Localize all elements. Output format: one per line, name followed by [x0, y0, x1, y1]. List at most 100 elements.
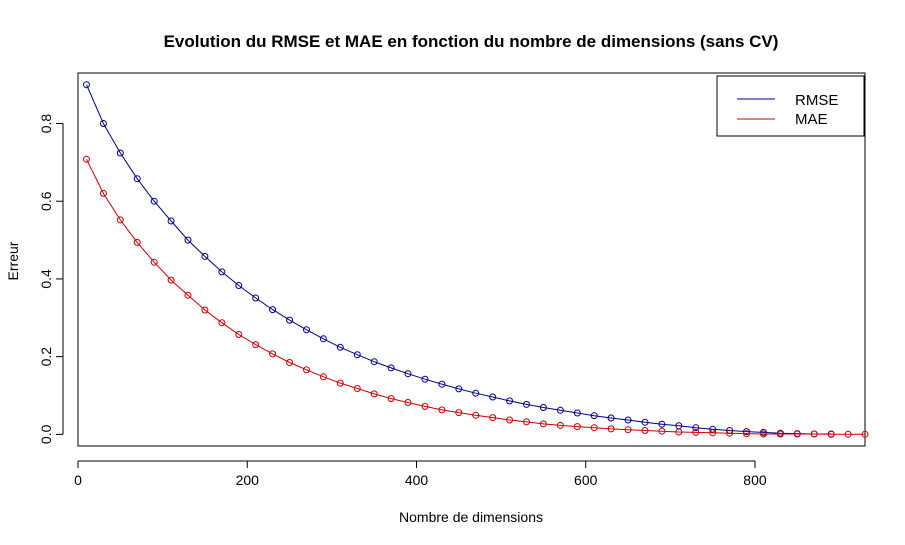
- data-point-rmse: [269, 306, 277, 314]
- data-point-rmse: [455, 385, 463, 393]
- data-point-mae: [438, 406, 446, 414]
- data-point-mae: [506, 416, 514, 424]
- x-tick-label: 200: [236, 472, 260, 488]
- data-point-mae: [286, 359, 294, 366]
- data-point-rmse: [641, 418, 649, 426]
- data-point-mae: [861, 430, 869, 438]
- data-point-mae: [793, 430, 801, 438]
- legend-label-rmse: RMSE: [795, 92, 838, 109]
- data-point-mae: [252, 341, 260, 349]
- data-point-mae: [116, 216, 124, 224]
- data-point-mae: [235, 331, 243, 338]
- data-point-rmse: [201, 252, 209, 260]
- y-tick-label: 0.4: [38, 269, 54, 289]
- x-axis: 0 200 400 600 800: [74, 460, 767, 488]
- data-point-mae: [303, 366, 310, 374]
- data-point-mae: [726, 429, 734, 437]
- data-point-rmse: [506, 397, 514, 405]
- series-line-mae: [86, 159, 865, 435]
- data-point-rmse: [472, 389, 480, 397]
- x-tick-label: 0: [74, 472, 82, 488]
- data-point-mae: [573, 423, 581, 431]
- data-point-mae: [709, 429, 717, 437]
- data-point-rmse: [658, 420, 666, 428]
- data-point-mae: [421, 402, 429, 410]
- y-tick-label: 0.6: [38, 191, 54, 211]
- data-point-mae: [184, 291, 192, 299]
- y-axis-label: Erreur: [5, 241, 21, 280]
- data-point-mae: [353, 385, 361, 392]
- data-point-rmse: [336, 343, 344, 351]
- data-point-mae: [472, 411, 480, 419]
- data-point-mae: [658, 427, 666, 435]
- data-point-rmse: [133, 175, 141, 183]
- data-point-mae: [844, 430, 852, 438]
- data-point-rmse: [150, 197, 158, 205]
- data-point-mae: [319, 373, 327, 381]
- data-point-mae: [590, 424, 598, 432]
- data-point-rmse: [523, 400, 530, 408]
- data-point-rmse: [489, 393, 497, 401]
- data-point-rmse: [252, 294, 260, 302]
- data-point-mae: [201, 306, 209, 314]
- data-point-mae: [336, 379, 344, 387]
- data-point-mae: [269, 350, 277, 358]
- data-point-mae: [150, 258, 158, 266]
- data-point-rmse: [218, 268, 226, 276]
- y-tick-label: 0.8: [38, 114, 54, 134]
- plot-frame: [77, 72, 866, 447]
- data-point-rmse: [116, 149, 124, 157]
- data-point-rmse: [83, 81, 90, 89]
- data-point-rmse: [387, 364, 395, 372]
- legend-box: [716, 75, 865, 137]
- data-point-rmse: [404, 370, 412, 378]
- data-point-mae: [455, 409, 463, 417]
- data-point-rmse: [167, 217, 175, 225]
- data-point-mae: [743, 430, 750, 438]
- data-point-rmse: [539, 404, 547, 411]
- y-axis: 0.0 0.2 0.4 0.6 0.8: [38, 114, 64, 444]
- data-point-rmse: [421, 375, 429, 383]
- data-point-mae: [387, 395, 395, 403]
- x-axis-label: Nombre de dimensions: [399, 509, 543, 525]
- x-tick-label: 400: [405, 472, 429, 488]
- data-point-mae: [133, 238, 141, 246]
- data-point-mae: [760, 430, 767, 438]
- data-point-mae: [539, 420, 547, 428]
- data-point-rmse: [99, 120, 107, 127]
- data-point-rmse: [370, 358, 378, 366]
- data-point-rmse: [286, 316, 294, 324]
- data-point-mae: [675, 428, 683, 436]
- data-point-mae: [641, 427, 649, 434]
- legend-label-mae: MAE: [795, 111, 828, 128]
- data-point-rmse: [353, 351, 361, 359]
- data-point-mae: [218, 319, 226, 327]
- data-point-mae: [99, 189, 107, 197]
- data-point-mae: [607, 425, 615, 433]
- data-point-rmse: [590, 412, 598, 420]
- y-tick-label: 0.0: [38, 424, 54, 444]
- data-point-rmse: [556, 406, 564, 414]
- data-point-mae: [776, 430, 784, 438]
- data-point-rmse: [624, 416, 632, 424]
- series-line-rmse: [86, 84, 832, 435]
- data-point-mae: [556, 421, 564, 429]
- data-point-rmse: [607, 414, 615, 422]
- data-point-mae: [404, 399, 412, 406]
- chart-title: Evolution du RMSE et MAE en fonction du …: [164, 32, 779, 51]
- x-tick-label: 600: [574, 472, 598, 488]
- data-point-rmse: [743, 428, 750, 436]
- data-point-mae: [692, 428, 700, 436]
- data-point-rmse: [692, 424, 700, 432]
- data-point-rmse: [573, 409, 581, 417]
- data-point-mae: [523, 418, 530, 426]
- data-point-rmse: [235, 282, 243, 289]
- data-point-mae: [624, 426, 632, 434]
- data-point-rmse: [438, 380, 446, 388]
- y-tick-label: 0.2: [38, 347, 54, 367]
- data-point-mae: [83, 155, 90, 163]
- data-point-mae: [810, 430, 818, 438]
- series-layer: [83, 81, 869, 438]
- data-point-rmse: [319, 335, 327, 343]
- x-tick-label: 800: [743, 472, 767, 488]
